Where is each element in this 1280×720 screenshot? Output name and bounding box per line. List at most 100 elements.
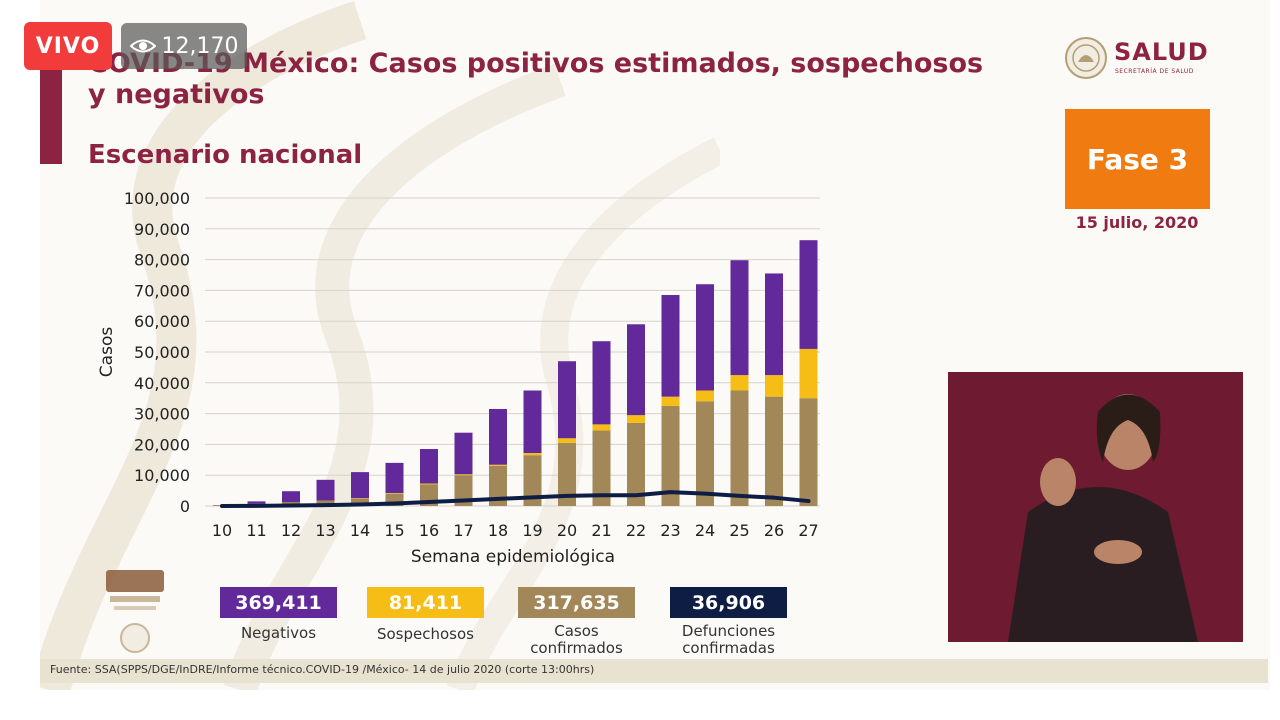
bar-segment-sospechosos	[661, 396, 680, 406]
y-tick-label: 0	[180, 497, 190, 516]
x-tick-label: 12	[281, 521, 301, 540]
summary-confirmados-value: 317,635	[518, 587, 635, 618]
x-tick-label: 27	[798, 521, 818, 540]
x-tick-label: 23	[660, 521, 680, 540]
interpreter-figure	[948, 372, 1243, 642]
bar-segment-negativos	[730, 260, 749, 376]
bar-segment-negativos	[247, 501, 266, 504]
line-defunciones	[220, 490, 811, 508]
source-footer: Fuente: SSA(SPPS/DGE/InDRE/Informe técni…	[40, 659, 1268, 683]
x-axis-title: Semana epidemiológica	[411, 547, 615, 567]
source-text: Fuente: SSA(SPPS/DGE/InDRE/Informe técni…	[50, 663, 595, 676]
summary-confirmados-caption-line2: confirmados	[530, 639, 623, 657]
bar-segment-sospechosos	[558, 438, 576, 443]
bar-segment-sospechosos	[627, 415, 645, 423]
y-tick-label: 30,000	[134, 405, 190, 424]
bar-segment-negativos	[385, 462, 404, 494]
x-tick-label: 15	[384, 521, 404, 540]
y-tick-label: 100,000	[124, 189, 190, 208]
bar-segment-confirmados	[627, 422, 645, 506]
bar-segment-negativos	[282, 491, 300, 502]
bar-segment-negativos	[558, 361, 576, 439]
bar-segment-sospechosos	[420, 483, 438, 485]
viewer-count: 12,170	[161, 33, 239, 59]
bar-segment-confirmados	[558, 442, 576, 506]
y-tick-label: 60,000	[134, 312, 190, 331]
y-tick-label: 90,000	[134, 220, 190, 239]
bar-segment-confirmados	[730, 390, 749, 506]
y-tick-label: 50,000	[134, 343, 190, 362]
bar-segment-confirmados	[592, 430, 611, 506]
salud-wordmark: SALUD	[1114, 38, 1209, 66]
salud-logo: SALUD SECRETARÍA DE SALUD	[1064, 36, 1214, 86]
report-date: 15 julio, 2020	[1075, 213, 1199, 232]
bar-segment-negativos	[454, 432, 473, 475]
summary-sospechosos-caption-line1: Sospechosos	[376, 625, 474, 643]
summary-confirmados-caption: Casos confirmados	[506, 623, 647, 657]
x-tick-label: 21	[591, 521, 611, 540]
bar-segment-negativos	[592, 341, 611, 425]
summary-defunciones-caption-line2: confirmadas	[682, 639, 775, 657]
summary-sospechosos-value: 81,411	[367, 587, 484, 618]
page-title: COVID-19 México: Casos positivos estimad…	[88, 48, 984, 110]
bar-segment-negativos	[523, 390, 542, 454]
y-axis-title: Casos	[97, 327, 117, 378]
bar-segment-sospechosos	[523, 453, 542, 456]
x-tick-label: 14	[350, 521, 370, 540]
bar-segment-confirmados	[523, 455, 542, 506]
bar-segment-sospechosos	[696, 390, 714, 402]
x-tick-label: 13	[315, 521, 335, 540]
x-tick-label: 26	[764, 521, 784, 540]
bar-segment-negativos	[420, 449, 438, 484]
bar-segment-sospechosos	[454, 474, 473, 476]
bar-segment-sospechosos	[592, 424, 611, 431]
summary-negativos-caption: Negativos	[208, 625, 349, 642]
bar-segment-confirmados	[351, 498, 369, 506]
bar-segment-negativos	[799, 240, 818, 349]
x-tick-label: 16	[419, 521, 439, 540]
bar-segment-negativos	[489, 408, 507, 465]
bar-segment-negativos	[661, 295, 680, 397]
x-tick-label: 20	[557, 521, 577, 540]
x-tick-label: 10	[212, 521, 232, 540]
bar-segment-confirmados	[489, 465, 507, 506]
bar-segment-negativos	[316, 479, 335, 501]
y-tick-label: 80,000	[134, 251, 190, 270]
y-tick-label: 10,000	[134, 466, 190, 485]
sign-language-video	[948, 372, 1243, 642]
eye-icon	[129, 39, 156, 53]
page-subtitle: Escenario nacional	[88, 140, 363, 170]
x-tick-label: 11	[246, 521, 266, 540]
bar-segment-confirmados	[661, 405, 680, 506]
bar-segment-sospechosos	[799, 348, 818, 399]
bar-segment-sospechosos	[489, 464, 507, 466]
salud-subtitle: SECRETARÍA DE SALUD	[1115, 68, 1194, 75]
bar-segment-confirmados	[765, 396, 783, 506]
summary-defunciones-value: 36,906	[670, 587, 787, 618]
summary-confirmados-caption-line1: Casos	[554, 622, 599, 640]
heritage-emblem-icon	[106, 570, 164, 653]
eagle-seal-icon	[1065, 37, 1107, 79]
bar-segment-negativos	[351, 472, 369, 498]
summary-sospechosos-caption: Sospechosos	[355, 626, 496, 643]
bar-segment-negativos	[765, 273, 783, 376]
y-tick-label: 70,000	[134, 281, 190, 300]
title-accent-bar	[40, 62, 62, 164]
x-tick-label: 19	[522, 521, 542, 540]
bar-segment-sospechosos	[765, 375, 783, 397]
bar-segment-sospechosos	[730, 375, 749, 391]
live-badge: VIVO	[24, 22, 112, 70]
summary-negativos-value: 369,411	[220, 587, 337, 618]
x-tick-label: 25	[729, 521, 749, 540]
y-tick-label: 40,000	[134, 374, 190, 393]
bar-segment-negativos	[696, 284, 714, 391]
y-tick-label: 20,000	[134, 435, 190, 454]
x-tick-label: 18	[488, 521, 508, 540]
x-tick-label: 22	[626, 521, 646, 540]
summary-negativos-caption-line1: Negativos	[240, 624, 317, 642]
summary-defunciones-caption-line1: Defunciones	[681, 622, 776, 640]
bar-segment-sospechosos	[385, 493, 404, 494]
viewer-count-badge: 12,170	[121, 23, 247, 69]
bar-segment-confirmados	[696, 401, 714, 506]
